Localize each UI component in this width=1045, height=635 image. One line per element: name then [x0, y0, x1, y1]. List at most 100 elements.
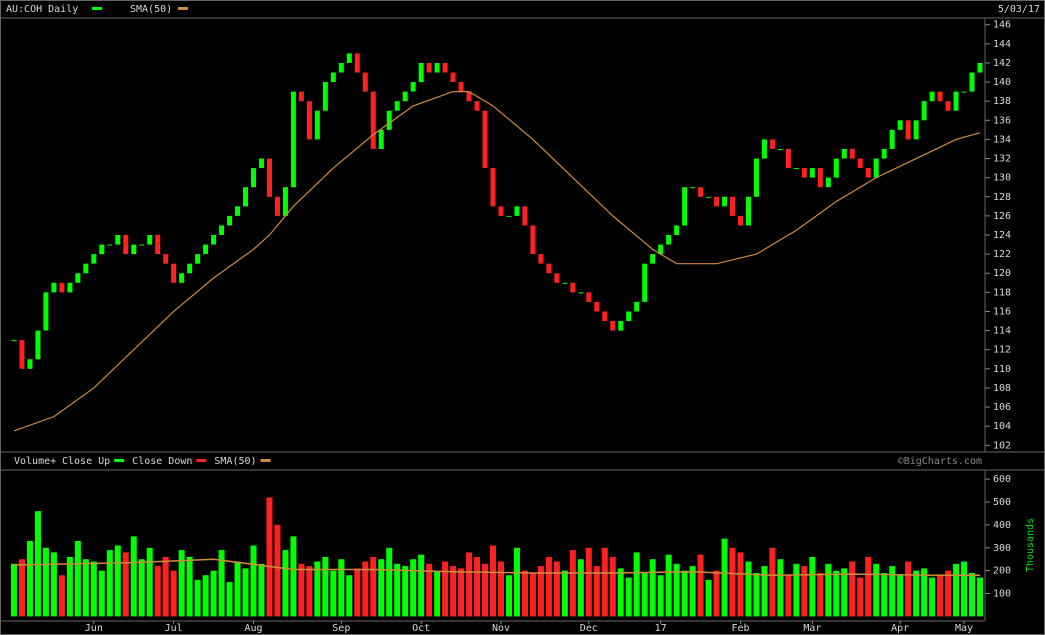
candle [530, 225, 536, 255]
volume-bar [106, 550, 113, 617]
y-tick-label: 126 [993, 211, 1011, 222]
y-tick-label: 114 [993, 326, 1011, 337]
volume-bar [402, 566, 409, 617]
candle [59, 282, 65, 293]
volume-bar [490, 545, 497, 617]
candle [562, 282, 568, 284]
volume-bar [378, 559, 385, 617]
volume-bar [338, 559, 345, 617]
candle [674, 225, 680, 235]
volume-bar [649, 559, 656, 617]
candle [11, 340, 17, 342]
candle [809, 168, 815, 178]
volume-bar [673, 563, 680, 617]
volume-bar [242, 568, 249, 617]
candle [714, 196, 720, 207]
y-tick-label: 110 [993, 364, 1011, 375]
legend-label: Close Down [132, 456, 192, 467]
candle [346, 53, 352, 63]
volume-bar [809, 556, 816, 617]
volume-bar [74, 540, 81, 617]
candle [570, 282, 576, 293]
candle [865, 168, 871, 178]
volume-bar [737, 552, 744, 617]
volume-bar [178, 550, 185, 617]
volume-bar [785, 575, 792, 617]
volume-bar [210, 570, 217, 617]
x-tick-label: Jun [85, 623, 103, 634]
candle [658, 244, 664, 255]
date: 5/03/17 [998, 4, 1040, 15]
volume-bar [665, 554, 672, 617]
candle [953, 91, 959, 111]
volume-bar [330, 570, 337, 617]
candle [849, 148, 855, 159]
candle [753, 158, 759, 197]
candle [426, 62, 432, 73]
candle [522, 206, 528, 226]
candle [354, 53, 360, 73]
volume-bar [266, 497, 273, 617]
candle [506, 215, 512, 217]
candle [330, 72, 336, 83]
candle [698, 187, 704, 197]
candle [338, 62, 344, 73]
candle [897, 120, 903, 130]
candle [610, 321, 616, 331]
legend-swatch [92, 7, 102, 10]
candle [362, 72, 368, 92]
volume-bar [601, 547, 608, 617]
volume-bar [505, 575, 512, 617]
volume-bar [458, 568, 465, 617]
candle [43, 292, 49, 331]
candle [745, 196, 751, 226]
volume-bar [857, 577, 864, 617]
volume-bar [585, 547, 592, 617]
volume-bar [202, 575, 209, 617]
candle [386, 110, 392, 130]
candle [722, 196, 728, 207]
candle [91, 254, 97, 264]
volume-bar [769, 547, 776, 617]
candle [474, 101, 480, 111]
volume-bar [58, 575, 65, 617]
candle [67, 282, 73, 293]
x-tick-label: Sep [332, 623, 350, 634]
volume-bar [681, 570, 688, 617]
y-tick-label: 138 [993, 96, 1011, 107]
legend-label: Close Up [62, 456, 110, 467]
candle [211, 235, 217, 245]
volume-bar [98, 570, 105, 617]
y-tick-label: 102 [993, 440, 1011, 451]
candle [730, 196, 736, 216]
candle [873, 158, 879, 178]
y-tick-label: 146 [993, 20, 1011, 31]
candle [682, 187, 688, 226]
candle [642, 263, 648, 302]
volume-bar [362, 561, 369, 617]
candle [594, 301, 600, 312]
candle [418, 62, 424, 83]
candle [554, 273, 560, 283]
sma-line [13, 558, 981, 576]
volume-bar [553, 561, 560, 617]
candle [825, 177, 831, 188]
volume-bar [138, 559, 145, 617]
candle [913, 120, 919, 140]
volume-bar [961, 561, 968, 617]
volume-bar [817, 572, 824, 617]
candle [298, 91, 304, 102]
volume-bar [801, 566, 808, 617]
volume-bar [521, 570, 528, 617]
candle [378, 129, 384, 149]
volume-bar [18, 559, 25, 617]
y-tick-label: 600 [993, 474, 1011, 485]
candle [833, 158, 839, 178]
volume-bar [881, 572, 888, 617]
candle [322, 82, 328, 111]
volume-bar [474, 556, 481, 617]
candle [219, 225, 225, 235]
candle [769, 139, 775, 149]
volume-bar [386, 547, 393, 617]
volume-bar [897, 575, 904, 617]
